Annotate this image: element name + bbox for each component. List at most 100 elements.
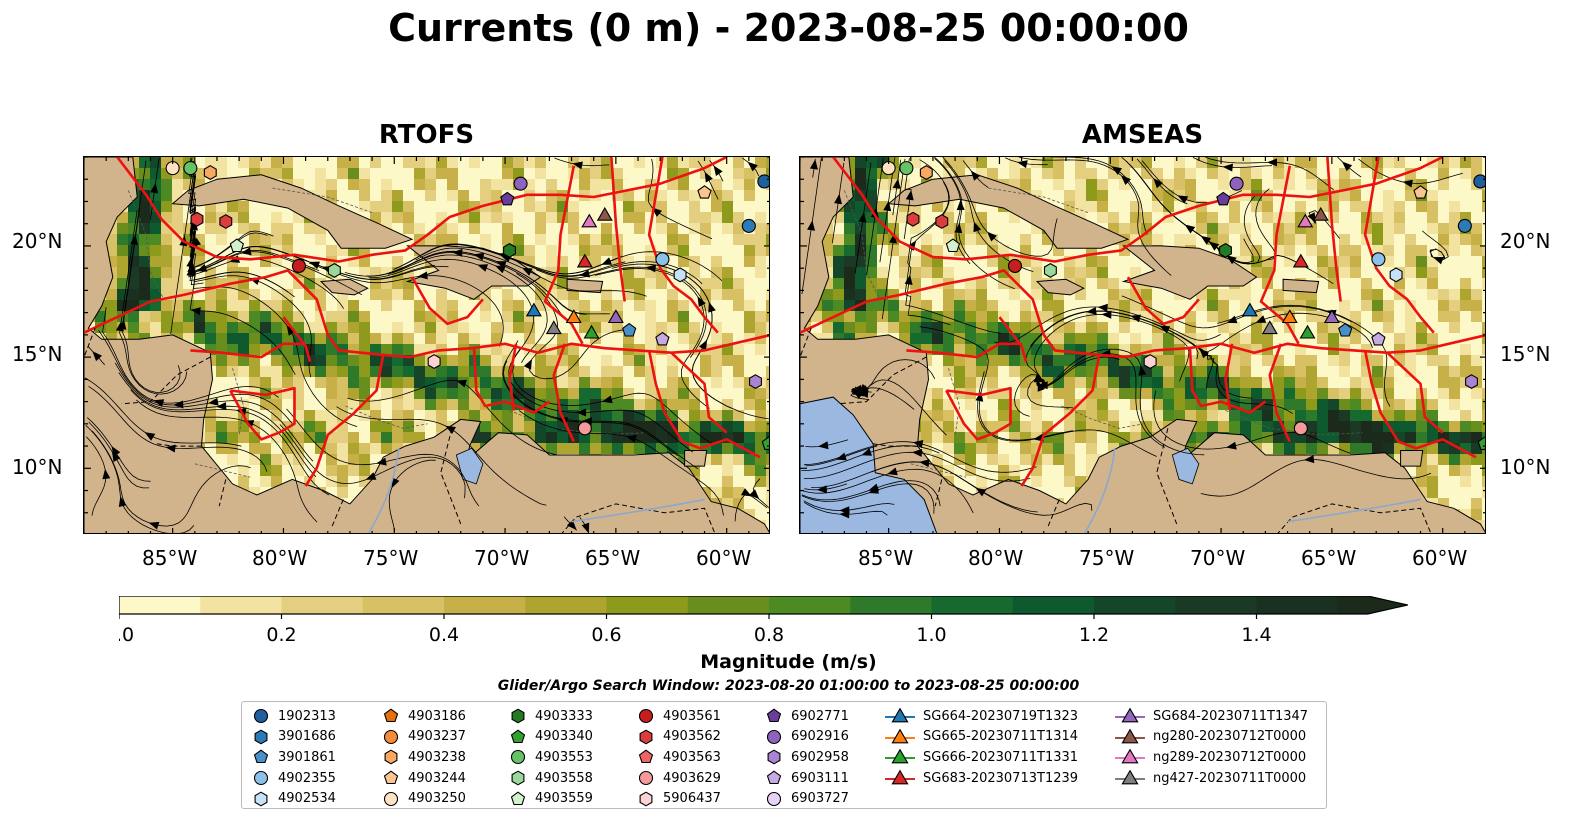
- legend-marker-icon: [511, 708, 525, 724]
- lon-tick-rtofs-65w: 65°W: [585, 546, 641, 570]
- legend-label: 4903244: [408, 770, 466, 786]
- legend-label: 6903727: [791, 791, 849, 807]
- current-streamlines: [84, 157, 769, 533]
- map-marker: [1338, 322, 1353, 337]
- legend-label: 4903561: [663, 708, 721, 724]
- legend-marker-icon: [638, 709, 654, 724]
- legend-marker-icon: [384, 750, 398, 765]
- lon-tick-amseas-70w: 70°W: [1190, 546, 1246, 570]
- legend-shape: [639, 791, 653, 807]
- map-marker: [1007, 258, 1023, 274]
- colorbar-tick-label: 0.2: [266, 624, 296, 646]
- legend-shape: [254, 791, 268, 807]
- legend-column: 4903186 4903237 4903238 4903244 4903250: [382, 706, 466, 809]
- legend-item: 6902771: [765, 706, 849, 727]
- colorbar-tick-label: 0.0: [119, 624, 134, 646]
- legend-label: 4903186: [408, 708, 466, 724]
- lon-tick-rtofs-75w: 75°W: [363, 546, 419, 570]
- colorbar-tick-label: 1.0: [916, 624, 946, 646]
- legend-shape: [638, 750, 654, 764]
- depth-contour: [509, 410, 647, 436]
- colorbar: 0.0 0.2 0.4 0.6 0.8 1.0 1.2 1.4: [104, 595, 1459, 658]
- eez-boundaries: [800, 157, 1485, 487]
- colorbar-segment: [1175, 596, 1257, 614]
- depth-contour: [988, 187, 1089, 213]
- legend-label: 4903562: [663, 729, 721, 745]
- map-marker: [1389, 267, 1403, 283]
- map-marker: [697, 185, 712, 199]
- map-marker: [1299, 324, 1316, 339]
- map-marker: [291, 258, 307, 274]
- river: [1083, 448, 1116, 533]
- legend-label: ng289-20230712T0000: [1153, 749, 1307, 765]
- legend-item: 3901686: [252, 727, 336, 748]
- figure-title: Currents (0 m) - 2023-08-25 00:00:00: [388, 6, 1189, 50]
- map-marker: [673, 267, 687, 283]
- legend-label: SG666-20230711T1331: [923, 749, 1079, 765]
- legend-marker-icon: [253, 771, 269, 786]
- map-marker: [581, 213, 598, 228]
- legend-marker-icon: [510, 791, 526, 805]
- colorbar-extend-arrow: [1337, 596, 1408, 614]
- country-border: [561, 503, 716, 533]
- map-marker: [190, 211, 204, 227]
- legend-item: 6902916: [765, 727, 849, 748]
- legend-marker-icon: [1115, 749, 1145, 764]
- legend-item: 4903186: [382, 706, 466, 727]
- map-marker: [545, 320, 562, 335]
- map-marker: [583, 324, 600, 339]
- panel-title-rtofs: RTOFS: [378, 120, 475, 150]
- lat-tick-left-15n: 15°N: [12, 342, 63, 366]
- map-marker: [622, 322, 637, 337]
- colorbar-segment: [687, 596, 770, 614]
- map-marker: [576, 253, 593, 268]
- depth-contour: [843, 190, 881, 300]
- legend-triangle: [1121, 707, 1139, 723]
- depth-contour: [910, 463, 967, 478]
- country-border: [873, 443, 918, 447]
- colorbar-tick-label: 1.4: [1241, 624, 1271, 646]
- depth-contour: [1061, 405, 1144, 429]
- map-marker: [1413, 185, 1428, 199]
- legend-item: 4903563: [637, 747, 721, 768]
- colorbar-segment: [850, 596, 932, 614]
- map-marker: [203, 165, 217, 181]
- legend-marker-icon: [885, 769, 915, 785]
- country-border: [218, 479, 227, 507]
- legend-label: 1902313: [278, 708, 336, 724]
- map-marker: [935, 214, 949, 229]
- map-marker: [655, 331, 670, 346]
- map-marker: [327, 262, 341, 278]
- colorbar-segment: [606, 596, 689, 614]
- land-polygon: [1282, 278, 1320, 294]
- legend-label: 4903237: [408, 729, 466, 745]
- lon-tick-rtofs-80w: 80°W: [252, 546, 308, 570]
- country-border: [1156, 428, 1178, 525]
- legend-shape: [253, 750, 269, 764]
- colorbar-segment: [1256, 596, 1339, 614]
- axis-ticks: [84, 157, 769, 533]
- map-marker: [919, 165, 933, 181]
- legend-item: 4903562: [637, 727, 721, 748]
- legend-item: 4903561: [637, 706, 721, 727]
- map-marker: [1297, 213, 1314, 228]
- rtofs-map: [83, 156, 770, 534]
- river: [1287, 498, 1421, 523]
- legend-item: SG664-20230719T1323: [885, 706, 1078, 727]
- map-marker: [1241, 302, 1258, 317]
- legend-marker-icon: [766, 791, 782, 806]
- lake: [1171, 447, 1200, 485]
- map-marker: [565, 309, 582, 324]
- country-border: [1047, 499, 1060, 527]
- legend-column: 4903561 4903562 4903563 4903629 5906437: [637, 706, 721, 809]
- country-border: [837, 356, 927, 405]
- legend-label: 4903553: [535, 749, 593, 765]
- legend-item: 3901861: [252, 747, 336, 768]
- map-marker: [1323, 309, 1340, 324]
- legend-label: 4903340: [535, 729, 593, 745]
- map-marker: [229, 238, 245, 253]
- river: [367, 448, 400, 533]
- legend-item: 4902355: [252, 768, 336, 789]
- map-marker: [1473, 174, 1485, 189]
- country-border: [84, 328, 96, 358]
